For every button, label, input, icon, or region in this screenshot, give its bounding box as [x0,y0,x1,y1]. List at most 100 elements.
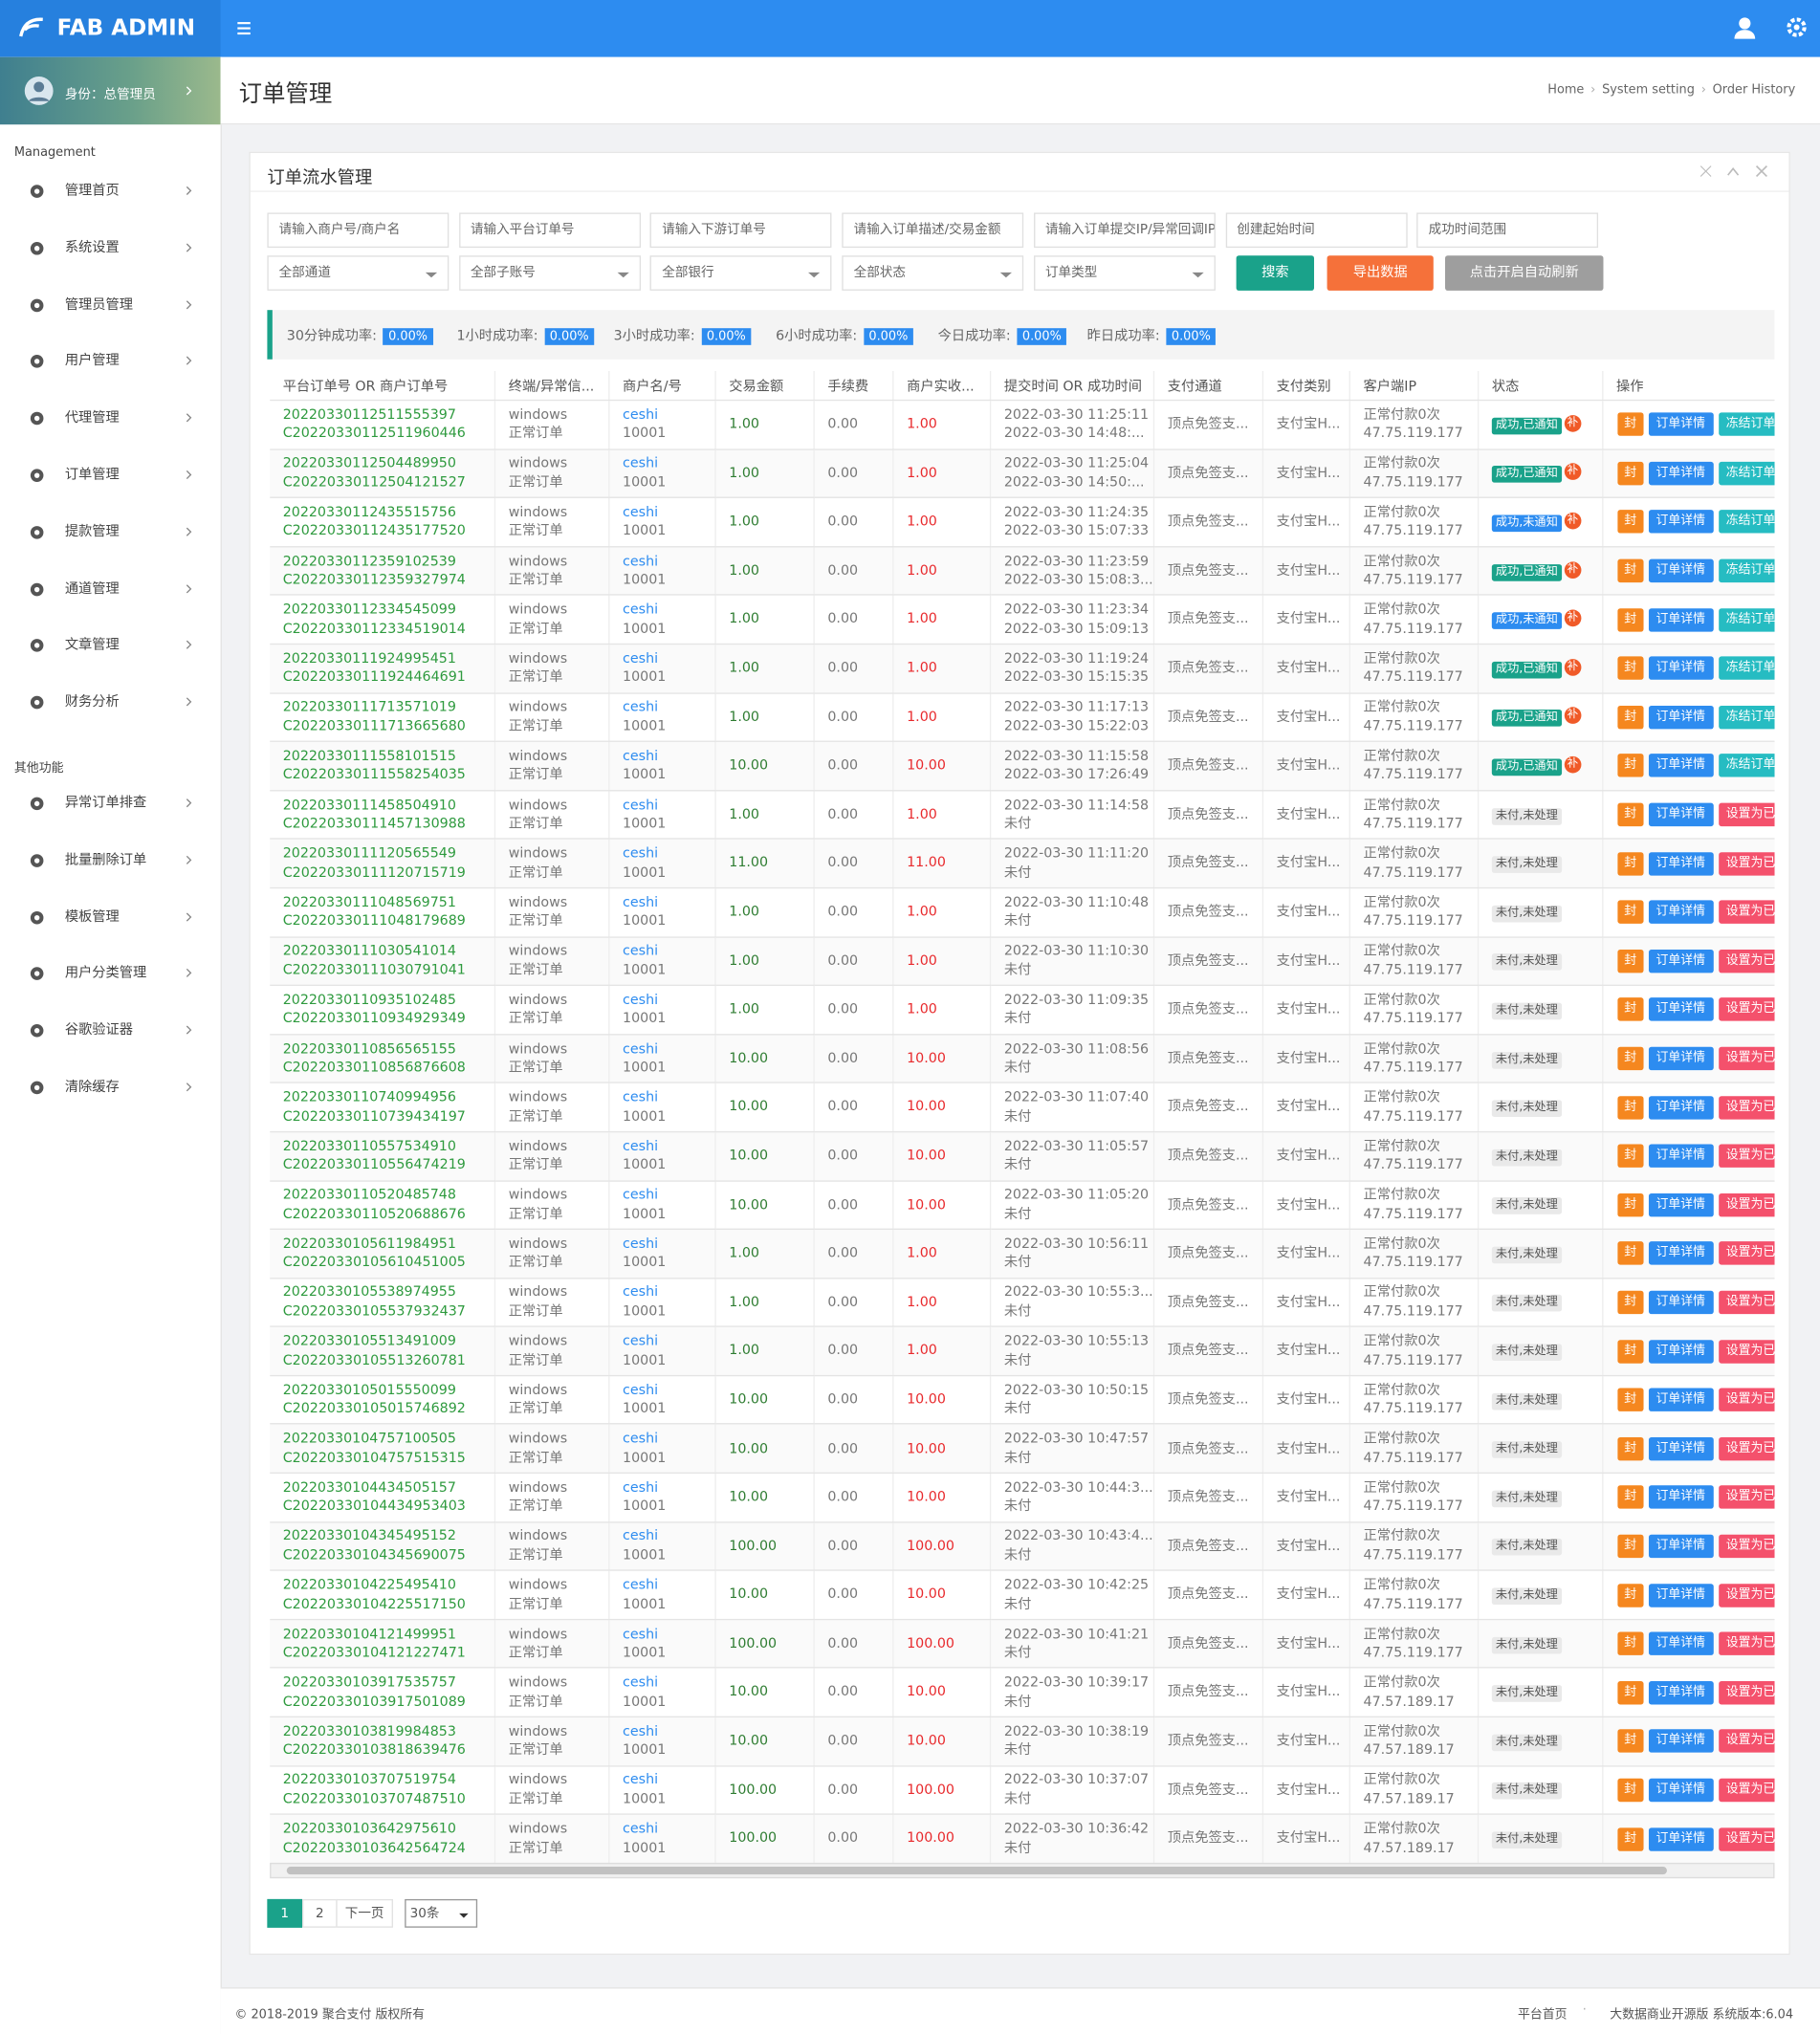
cell-text[interactable]: ceshi [623,1674,659,1691]
cell-text[interactable]: ceshi [623,699,659,715]
resend-badge[interactable]: 补 [1564,512,1582,530]
row-action[interactable]: 封 [1617,754,1643,778]
filter-select[interactable]: 订单类型 [1033,255,1216,291]
cell-text[interactable]: ceshi [623,1723,659,1739]
filter-input[interactable]: 请输入商户号/商户名 [267,212,450,249]
row-action[interactable]: 订单详情 [1648,1778,1714,1803]
row-action[interactable]: 封 [1617,997,1643,1022]
row-action[interactable]: 订单详情 [1648,412,1714,437]
row-action[interactable]: 订单详情 [1648,1192,1714,1217]
cell-text[interactable]: ceshi [623,845,659,862]
menu-item[interactable]: 代理管理 [0,399,221,438]
filter-input[interactable]: 成功时间范围 [1416,212,1599,249]
footer-link[interactable]: 平台首页 [1517,2007,1568,2023]
page-size[interactable]: 30条 [405,1898,478,1928]
row-action[interactable]: 冻结订单 [1718,412,1775,437]
resend-badge[interactable]: 补 [1564,414,1582,432]
row-action[interactable]: 订单详情 [1648,1631,1714,1656]
row-action[interactable]: 设置为已支付 [1718,1778,1775,1803]
row-action[interactable]: 冻结订单 [1718,607,1775,632]
action-button[interactable]: 点击开启自动刷新 [1445,255,1604,291]
row-action[interactable]: 订单详情 [1648,802,1714,827]
row-action[interactable]: 订单详情 [1648,997,1714,1022]
row-action[interactable]: 封 [1617,949,1643,973]
row-action[interactable]: 设置为已支付 [1718,1095,1775,1120]
menu-item[interactable]: 异常订单排查 [0,783,221,822]
row-action[interactable]: 设置为已支付 [1718,1144,1775,1169]
resend-badge[interactable]: 补 [1564,707,1582,725]
menu-item[interactable]: 用户管理 [0,341,221,381]
row-action[interactable]: 设置为已支付 [1718,1241,1775,1266]
filter-input[interactable]: 创建起始时间 [1225,212,1407,249]
profile[interactable]: 身份：总管理员 [0,56,221,125]
cell-text[interactable]: ceshi [623,1187,659,1203]
row-action[interactable]: 订单详情 [1648,949,1714,973]
row-action[interactable]: 封 [1617,802,1643,827]
panel-tools[interactable] [1699,164,1775,178]
resend-badge[interactable]: 补 [1564,560,1582,579]
row-action[interactable]: 封 [1617,1095,1643,1120]
row-action[interactable]: 订单详情 [1648,851,1714,876]
row-action[interactable]: 冻结订单 [1718,510,1775,535]
row-action[interactable]: 订单详情 [1648,1046,1714,1071]
menu-item[interactable]: 财务分析 [0,683,221,722]
row-action[interactable]: 订单详情 [1648,1534,1714,1559]
menu-item[interactable]: 提款管理 [0,513,221,552]
cell-text[interactable]: ceshi [623,650,659,667]
row-action[interactable]: 订单详情 [1648,1388,1714,1412]
cell-text[interactable]: ceshi [623,504,659,520]
row-action[interactable]: 封 [1617,1388,1643,1412]
row-action[interactable]: 封 [1617,412,1643,437]
menu-item[interactable]: 管理首页 [0,171,221,210]
filter-input[interactable]: 请输入订单描述/交易金额 [842,212,1024,249]
cell-text[interactable]: ceshi [623,1577,659,1593]
cell-text[interactable]: ceshi [623,601,659,618]
row-action[interactable]: 订单详情 [1648,900,1714,925]
row-action[interactable]: 设置为已支付 [1718,1631,1775,1656]
page-button[interactable]: 2 [302,1898,338,1928]
cell-text[interactable]: ceshi [623,894,659,910]
row-action[interactable]: 封 [1617,1144,1643,1169]
row-action[interactable]: 封 [1617,461,1643,486]
row-action[interactable]: 设置为已支付 [1718,1583,1775,1608]
filter-select[interactable]: 全部通道 [267,255,450,291]
menu-item[interactable]: 用户分类管理 [0,954,221,994]
row-action[interactable]: 设置为已支付 [1718,1826,1775,1851]
cell-text[interactable]: ceshi [623,797,659,813]
row-action[interactable]: 订单详情 [1648,1583,1714,1608]
filter-select[interactable]: 全部银行 [650,255,832,291]
row-action[interactable]: 封 [1617,1826,1643,1851]
resend-badge[interactable]: 补 [1564,658,1582,676]
row-action[interactable]: 订单详情 [1648,754,1714,778]
row-action[interactable]: 订单详情 [1648,1339,1714,1364]
menu-item[interactable]: 谷歌验证器 [0,1011,221,1050]
row-action[interactable]: 订单详情 [1648,461,1714,486]
row-action[interactable]: 订单详情 [1648,1241,1714,1266]
breadcrumb[interactable]: System setting [1602,82,1695,98]
row-action[interactable]: 设置为已支付 [1718,1485,1775,1510]
cell-text[interactable]: ceshi [623,1626,659,1642]
user-icon[interactable] [1733,15,1756,39]
row-action[interactable]: 封 [1617,1192,1643,1217]
row-action[interactable]: 封 [1617,1729,1643,1754]
row-action[interactable]: 订单详情 [1648,1485,1714,1510]
row-action[interactable]: 订单详情 [1648,1144,1714,1169]
row-action[interactable]: 封 [1617,1241,1643,1266]
footer-link[interactable]: 大数据商业开源版 系统版本:6.04 [1610,2007,1794,2023]
row-action[interactable]: 设置为已支付 [1718,1729,1775,1754]
row-action[interactable]: 封 [1617,851,1643,876]
row-action[interactable]: 设置为已支付 [1718,997,1775,1022]
row-action[interactable]: 封 [1617,1680,1643,1705]
menu-toggle[interactable] [237,21,252,36]
row-action[interactable]: 冻结订单 [1718,461,1775,486]
menu-item[interactable]: 管理员管理 [0,285,221,324]
cell-text[interactable]: ceshi [623,1772,659,1788]
row-action[interactable]: 设置为已支付 [1718,1046,1775,1071]
breadcrumb[interactable]: Home [1547,82,1585,98]
menu-item[interactable]: 通道管理 [0,569,221,608]
menu-item[interactable]: 模板管理 [0,897,221,936]
menu-item[interactable]: 订单管理 [0,455,221,494]
filter-select[interactable]: 全部状态 [842,255,1024,291]
row-action[interactable]: 订单详情 [1648,1729,1714,1754]
cell-text[interactable]: ceshi [623,1821,659,1837]
